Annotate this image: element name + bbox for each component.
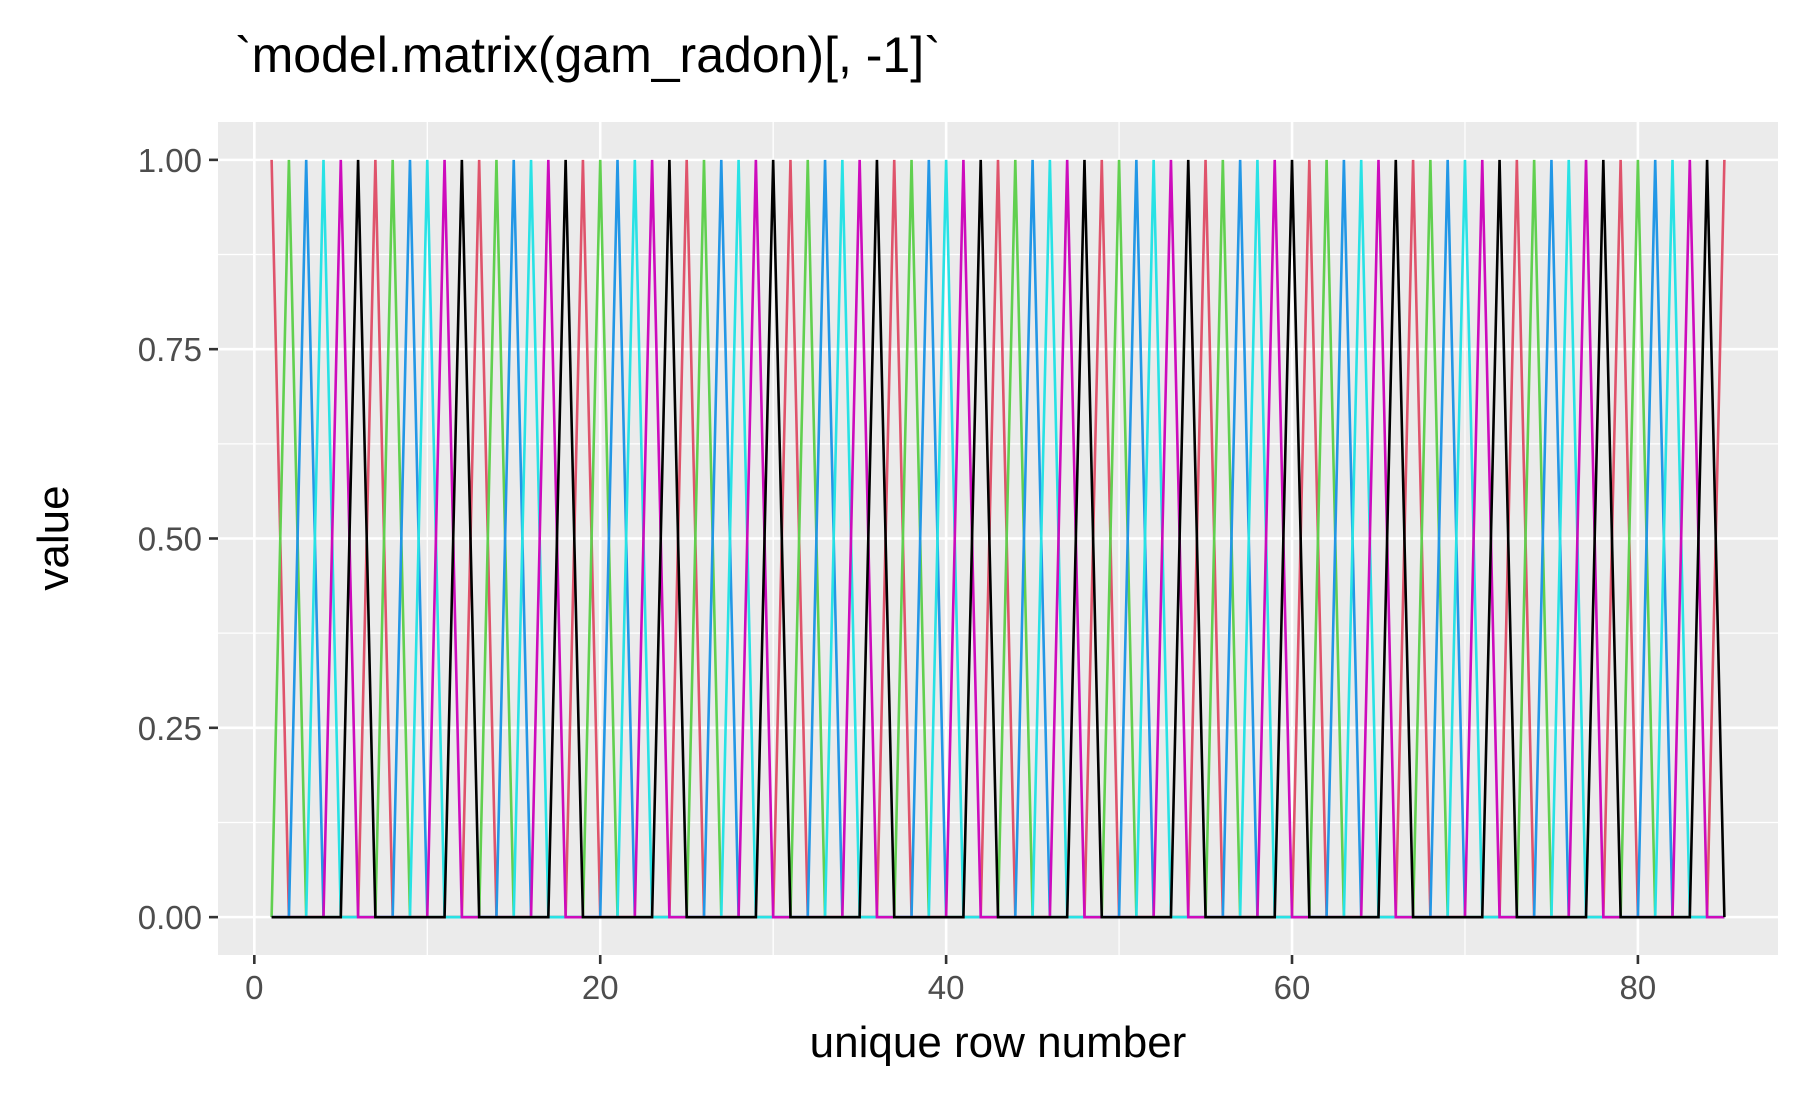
y-tick-label: 0.75 <box>138 331 202 368</box>
x-tick-label: 80 <box>1620 969 1657 1006</box>
x-tick-label: 60 <box>1274 969 1311 1006</box>
x-axis-title: unique row number <box>810 1018 1187 1067</box>
y-axis: 0.00 0.25 0.50 0.75 1.00 <box>138 142 218 936</box>
x-tick-label: 0 <box>245 969 263 1006</box>
x-tick-label: 40 <box>928 969 965 1006</box>
y-tick-label: 0.50 <box>138 521 202 558</box>
series-line-6 <box>271 159 1726 919</box>
y-tick-label: 0.25 <box>138 710 202 747</box>
y-axis-title: value <box>29 485 78 590</box>
x-tick-label: 20 <box>582 969 619 1006</box>
y-tick-label: 1.00 <box>138 142 202 179</box>
x-axis: 0 20 40 60 80 <box>245 955 1656 1006</box>
y-tick-label: 0.00 <box>138 899 202 936</box>
chart-title: `model.matrix(gam_radon)[, -1]` <box>235 27 941 83</box>
series-lines <box>270 159 1726 919</box>
